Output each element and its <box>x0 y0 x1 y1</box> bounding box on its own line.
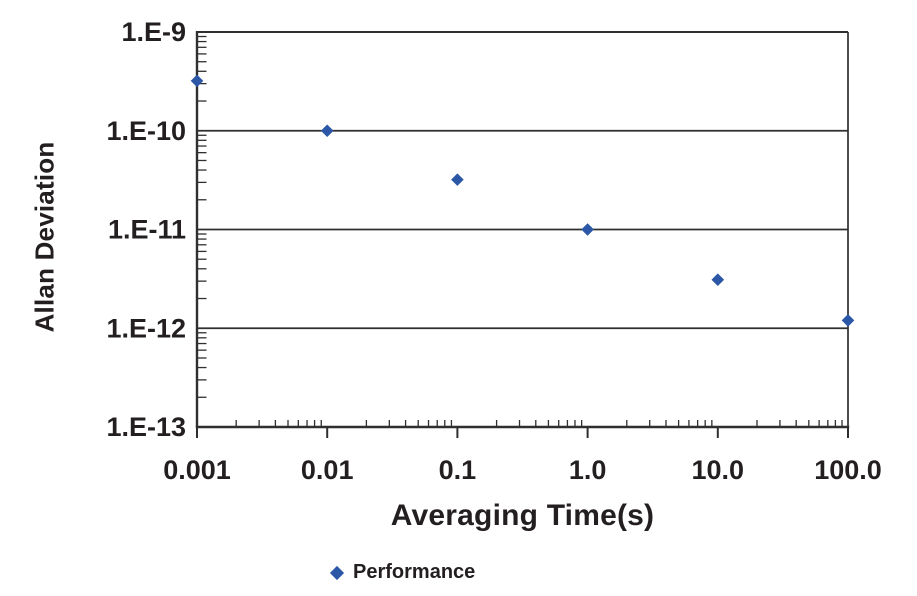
x-axis-title: Averaging Time(s) <box>390 499 655 532</box>
y-tick-label: 1.E-11 <box>108 215 186 245</box>
x-tick-label: 0.001 <box>163 455 231 485</box>
x-tick-label: 100.0 <box>814 455 882 485</box>
x-tick-label: 0.01 <box>301 455 354 485</box>
x-tick-label: 0.1 <box>439 455 477 485</box>
data-point-marker <box>320 124 334 138</box>
legend-diamond-marker-icon <box>329 565 345 580</box>
legend-label: Performance <box>353 561 476 583</box>
y-tick-label: 1.E-9 <box>121 17 186 47</box>
y-tick-label: 1.E-13 <box>106 412 186 442</box>
legend: Performance <box>329 561 476 584</box>
data-point-marker <box>841 314 855 327</box>
data-point-marker <box>190 74 204 88</box>
y-tick-label: 1.E-12 <box>106 313 186 343</box>
x-tick-label: 10.0 <box>692 455 745 485</box>
x-tick-label: 1.0 <box>569 455 607 485</box>
data-point-marker <box>711 273 725 287</box>
data-point-marker <box>581 223 594 236</box>
data-point-marker <box>451 173 464 186</box>
y-axis-title: Allan Deviation <box>29 141 60 333</box>
y-tick-label: 1.E-10 <box>106 116 186 146</box>
